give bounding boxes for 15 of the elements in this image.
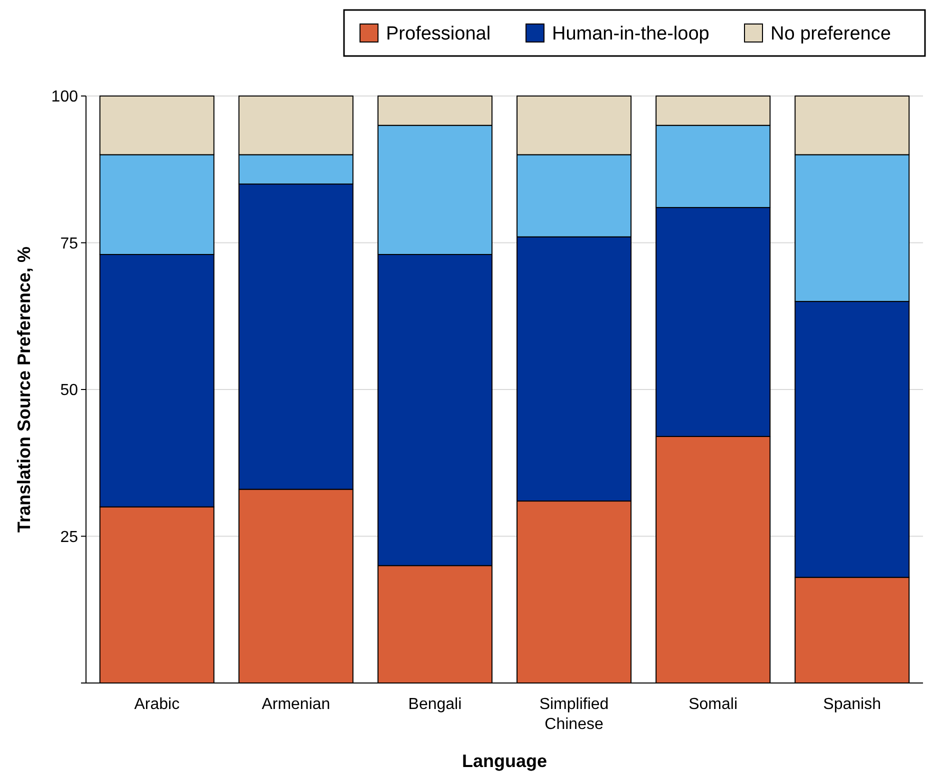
x-tick-label: Simplified Chinese: [539, 696, 609, 733]
y-tick-label: 100: [51, 88, 78, 106]
x-tick-label: Somali: [688, 696, 738, 713]
x-tick-label: Bengali: [408, 696, 462, 713]
x-tick-label: Spanish: [823, 696, 882, 713]
y-axis-title: Translation Source Preference, %: [14, 246, 34, 533]
x-tick-label: Arabic: [134, 696, 180, 713]
legend-label: Professional: [386, 24, 491, 45]
x-axis-title: Language: [462, 751, 548, 771]
y-tick-label: 25: [60, 528, 78, 546]
y-tick-label: 50: [60, 382, 78, 400]
y-tick-label: 75: [60, 235, 78, 252]
x-tick-label: Armenian: [262, 696, 330, 713]
legend-label: No preference: [770, 24, 891, 45]
legend-label: Human-in-the-loop: [552, 24, 710, 45]
